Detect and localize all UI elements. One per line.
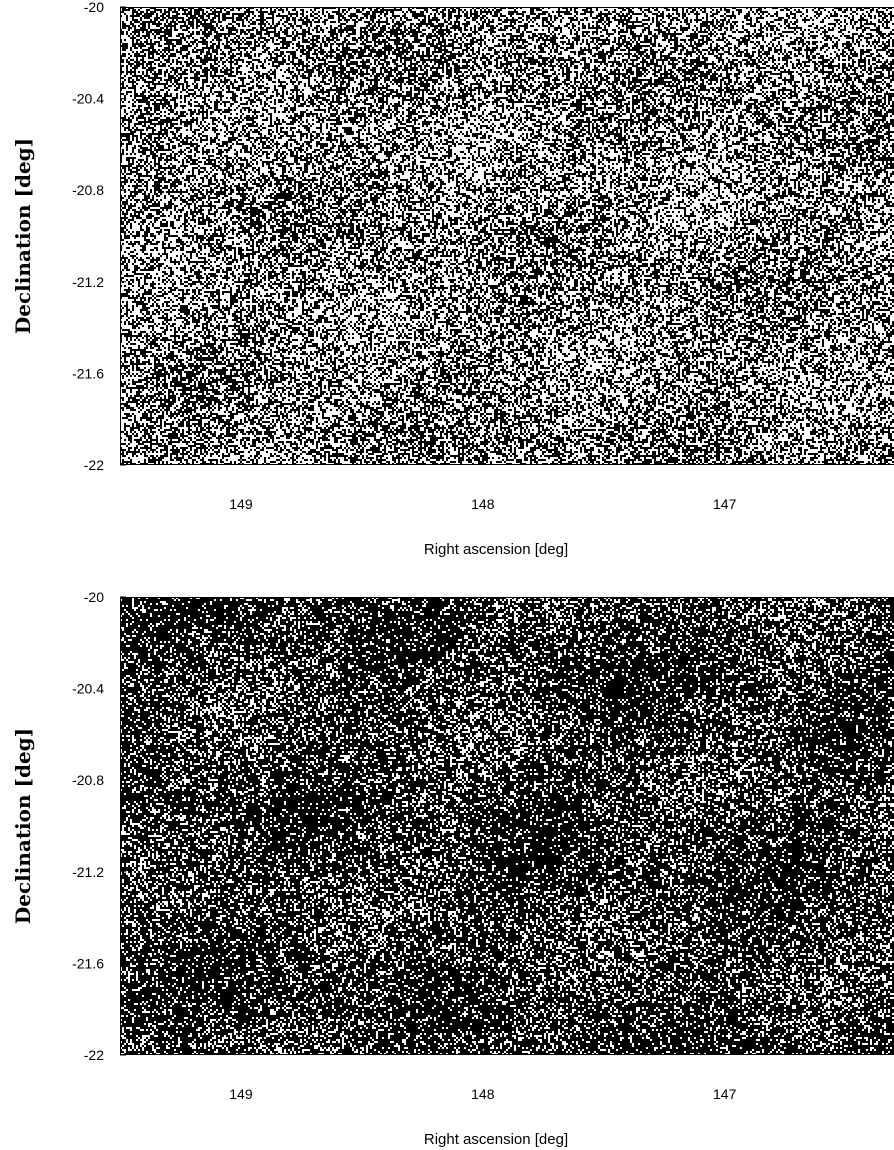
- x-tick-label: 148: [471, 496, 495, 512]
- x-axis-title: Right ascension [deg]: [424, 541, 568, 558]
- y-tick-label: -21.6: [72, 955, 104, 971]
- y-tick-label: -20.4: [72, 681, 104, 697]
- y-tick-label: -22: [84, 457, 104, 473]
- y-tick-label: -20.4: [72, 91, 104, 107]
- density-map: [120, 7, 894, 465]
- plot-frame: [120, 7, 894, 465]
- y-tick-label: -20.8: [72, 772, 104, 788]
- chart-panel-bottom: -20 -20.4 -20.8 -21.2 -21.6 -22 149 148 147 Right…: [11, 589, 894, 1148]
- x-tick-label: 149: [229, 496, 253, 512]
- x-axis-title: Right ascension [deg]: [424, 1131, 568, 1148]
- y-tick-label: -22: [84, 1047, 104, 1063]
- x-tick-label: 147: [713, 1086, 737, 1102]
- y-tick-label: -20: [84, 589, 104, 605]
- x-tick-label: 147: [713, 496, 737, 512]
- y-tick-label: -21.2: [72, 274, 104, 290]
- y-tick-label: -21.6: [72, 365, 104, 381]
- y-tick-label: -21.2: [72, 864, 104, 880]
- chart-panel-top: -20 -20.4 -20.8 -21.2 -21.6 -22 149 148 147 Right…: [11, 0, 894, 558]
- y-tick-label: -20: [84, 0, 104, 15]
- density-map: [120, 597, 894, 1055]
- y-axis-title: Declination [deg]: [11, 728, 35, 924]
- x-tick-label: 148: [471, 1086, 495, 1102]
- x-tick-label: 149: [229, 1086, 253, 1102]
- plot-frame: [120, 597, 894, 1055]
- y-axis-title: Declination [deg]: [11, 138, 35, 334]
- y-tick-label: -20.8: [72, 182, 104, 198]
